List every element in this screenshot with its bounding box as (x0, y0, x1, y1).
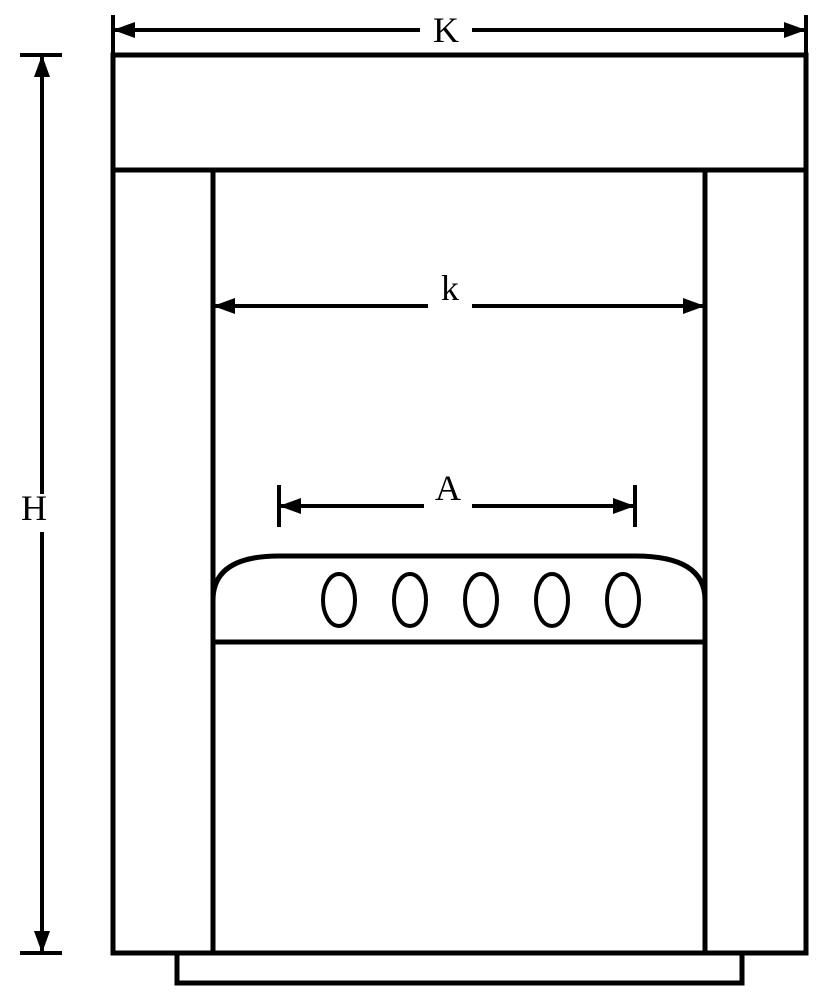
dimension-label-A: A (435, 468, 461, 508)
dimension-label-K: K (433, 10, 459, 50)
dimension-label-k: k (441, 268, 459, 308)
dimension-label-H: H (21, 488, 47, 528)
